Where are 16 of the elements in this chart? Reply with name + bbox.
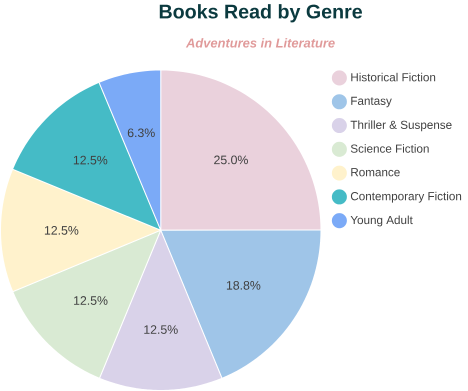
legend-label: Contemporary Fiction	[350, 192, 462, 203]
legend-label: Thriller & Suspense	[350, 120, 452, 132]
data-label: 12.5%	[74, 156, 108, 164]
data-label: 12.5%	[74, 296, 108, 305]
data-label: 6.3%	[128, 128, 155, 138]
chart-title: Books Read by Genre	[160, 4, 362, 22]
data-label: 12.5%	[144, 325, 178, 334]
data-label: 18.8%	[226, 281, 260, 290]
legend-label: Science Fiction	[350, 144, 429, 153]
legend-label: Young Adult	[350, 216, 413, 226]
data-label: 25.0%	[214, 156, 248, 164]
legend-label: Fantasy	[351, 96, 392, 108]
data-label: 12.5%	[44, 226, 78, 235]
chart-subtitle: Adventures in Literature	[186, 38, 335, 48]
legend-label: Romance	[351, 168, 400, 176]
legend-label: Historical Fiction	[351, 72, 436, 82]
